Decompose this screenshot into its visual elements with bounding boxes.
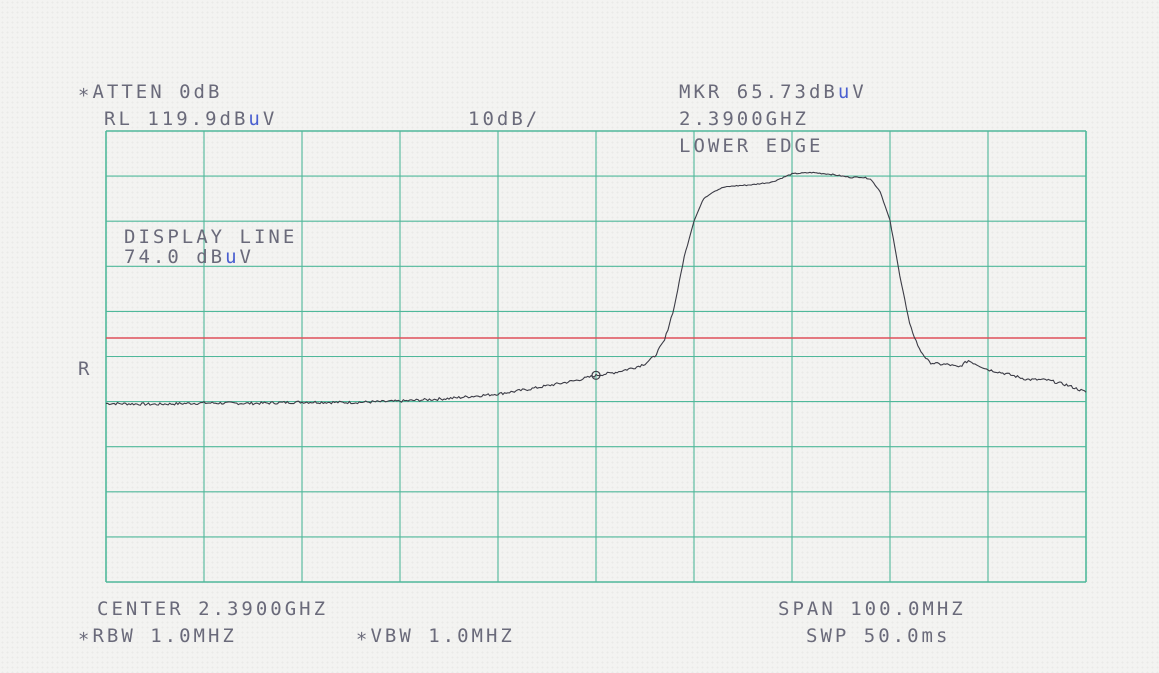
span-label: SPAN 100.0MHZ: [778, 598, 966, 620]
spectrum-trace: [105, 171, 1087, 406]
marker-amplitude-label: MKR 65.73dBuV: [679, 81, 867, 103]
atten-label: ∗ATTEN 0dB: [78, 81, 223, 103]
marker-frequency-label: 2.3900GHZ: [679, 108, 809, 130]
marker-point: [591, 370, 601, 380]
grid: [105, 130, 1087, 583]
vbw-label: ∗VBW 1.0MHZ: [356, 625, 515, 647]
reference-level-label: RL 119.9dBuV: [104, 108, 278, 130]
display-line-title: DISPLAY LINE: [124, 226, 298, 248]
side-reference-marker: R: [78, 358, 93, 380]
trace-layer: [105, 171, 1087, 406]
marker-note-label: LOWER EDGE: [679, 135, 824, 157]
scale-label: 10dB/: [468, 108, 541, 130]
center-frequency-label: CENTER 2.3900GHZ: [97, 598, 329, 620]
sweep-time-label: SWP 50.0ms: [806, 625, 951, 647]
display-line-value: 74.0 dBuV: [124, 246, 254, 268]
rbw-label: ∗RBW 1.0MHZ: [78, 625, 237, 647]
